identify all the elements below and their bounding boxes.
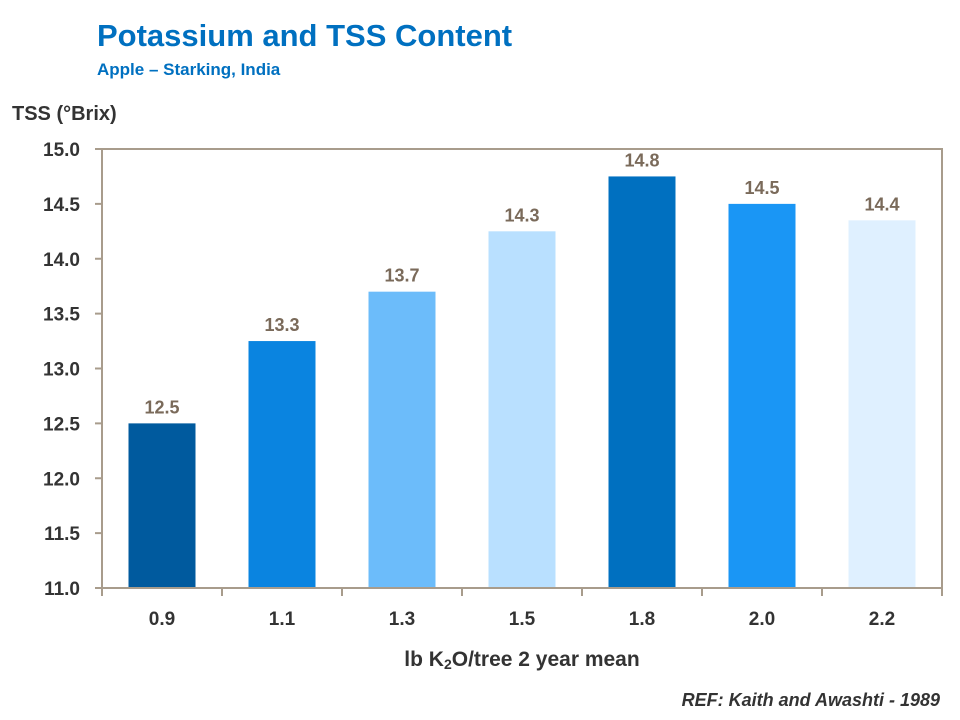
x-axis-label-post: O/tree 2 year mean	[451, 648, 640, 671]
y-tick-label-13.5: 13.5	[43, 305, 80, 326]
x-tick-label-1.3: 1.3	[389, 609, 415, 630]
x-tick-label-1.8: 1.8	[629, 609, 655, 630]
y-tick-label-11.0: 11.0	[44, 579, 80, 600]
chart-title: Potassium and TSS Content	[97, 18, 513, 53]
bar-1.3	[368, 291, 436, 588]
data-label-1.3: 13.7	[384, 266, 419, 286]
bar-1.8	[608, 176, 676, 588]
x-tick-label-0.9: 0.9	[149, 609, 175, 630]
data-label-0.9: 12.5	[144, 397, 179, 417]
x-axis-label-pre: lb K	[404, 648, 444, 671]
bar-1.1	[248, 341, 316, 588]
x-tick-label-2.0: 2.0	[749, 609, 775, 630]
y-tick-label-14.0: 14.0	[43, 250, 80, 271]
bar-0.9	[128, 423, 196, 588]
data-label-1.5: 14.3	[504, 205, 539, 225]
chart-subtitle: Apple – Starking, India	[97, 60, 281, 79]
reference-note: REF: Kaith and Awashti - 1989	[681, 690, 940, 710]
x-axis-label-sub: 2	[443, 656, 452, 672]
data-labels-group: 12.5 13.3 13.7 14.3 14.8 14.5 14.4	[144, 150, 899, 417]
data-label-1.1: 13.3	[264, 315, 299, 335]
data-label-1.8: 14.8	[624, 150, 659, 170]
x-tick-label-1.5: 1.5	[509, 609, 536, 630]
axes-group: 11.0 11.5 12.0 12.5 13.0 13.5 14.0 14.5 15.0 0.9 1…	[43, 140, 943, 630]
bar-1.5	[488, 231, 556, 588]
y-tick-label-12.5: 12.5	[43, 414, 80, 435]
y-axis-label: TSS (°Brix)	[12, 103, 117, 125]
bars-group	[128, 176, 916, 588]
y-tick-label-13.0: 13.0	[43, 360, 80, 381]
bar-2.2	[848, 220, 916, 588]
bar-2.0	[728, 203, 796, 588]
y-tick-label-14.5: 14.5	[43, 195, 80, 216]
y-tick-label-12.0: 12.0	[43, 469, 80, 490]
x-tick-label-1.1: 1.1	[269, 609, 296, 630]
y-tick-label-11.5: 11.5	[44, 524, 80, 545]
y-tick-label-15.0: 15.0	[43, 140, 80, 161]
data-label-2.2: 14.4	[864, 194, 899, 214]
x-tick-label-2.2: 2.2	[869, 609, 895, 630]
x-axis-label: lb K2O/tree 2 year mean	[102, 648, 942, 672]
data-label-2.0: 14.5	[744, 178, 779, 198]
